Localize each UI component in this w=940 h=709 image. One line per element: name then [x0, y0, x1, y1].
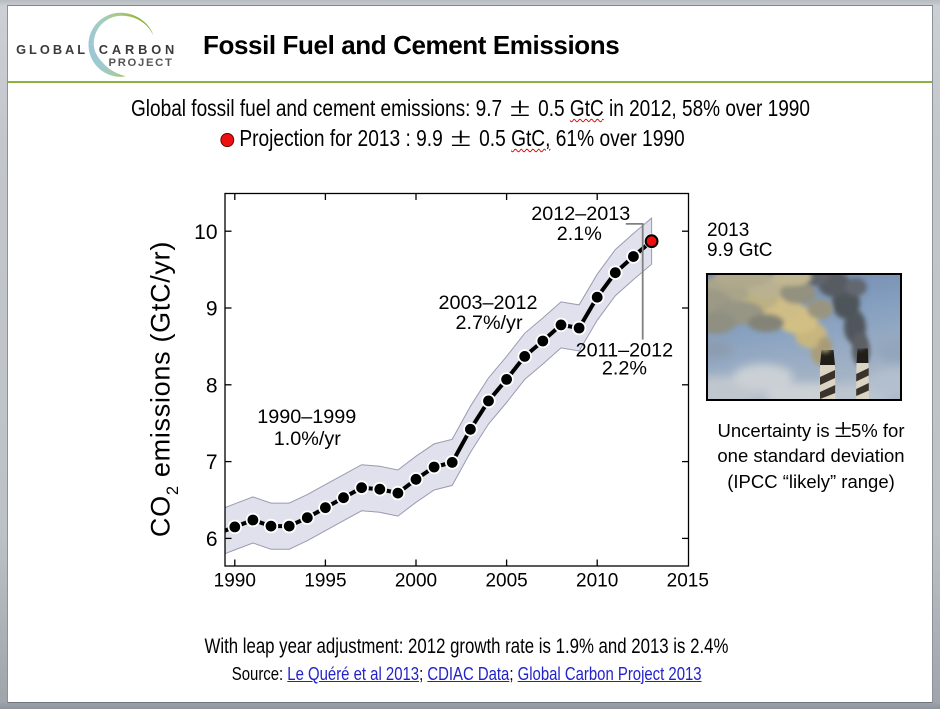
svg-text:2010: 2010 — [576, 571, 618, 592]
svg-text:2012–2013: 2012–2013 — [531, 203, 630, 225]
svg-text:2.7%/yr: 2.7%/yr — [455, 312, 522, 334]
svg-text:CARBON: CARBON — [99, 42, 178, 57]
svg-text:1990: 1990 — [214, 571, 256, 592]
svg-text:1995: 1995 — [304, 571, 346, 592]
svg-text:2005: 2005 — [485, 571, 527, 592]
svg-text:6: 6 — [206, 528, 218, 551]
svg-text:2.2%: 2.2% — [602, 358, 647, 380]
svg-text:2003–2012: 2003–2012 — [438, 292, 537, 314]
svg-text:10: 10 — [194, 221, 217, 244]
svg-text:9: 9 — [206, 298, 218, 321]
svg-text:1990–1999: 1990–1999 — [257, 406, 356, 428]
svg-text:PROJECT: PROJECT — [109, 57, 174, 69]
svg-text:2015: 2015 — [667, 571, 709, 592]
svg-text:7: 7 — [206, 451, 218, 474]
svg-text:8: 8 — [206, 374, 218, 397]
svg-text:GLOBAL: GLOBAL — [16, 42, 88, 57]
svg-text:1.0%/yr: 1.0%/yr — [274, 428, 341, 450]
svg-text:2000: 2000 — [395, 571, 437, 592]
svg-text:2.1%: 2.1% — [557, 223, 602, 245]
svg-text:2011–2012: 2011–2012 — [576, 339, 674, 361]
svg-text:CO2 emissions (GtC/yr): CO2 emissions (GtC/yr) — [146, 241, 183, 537]
